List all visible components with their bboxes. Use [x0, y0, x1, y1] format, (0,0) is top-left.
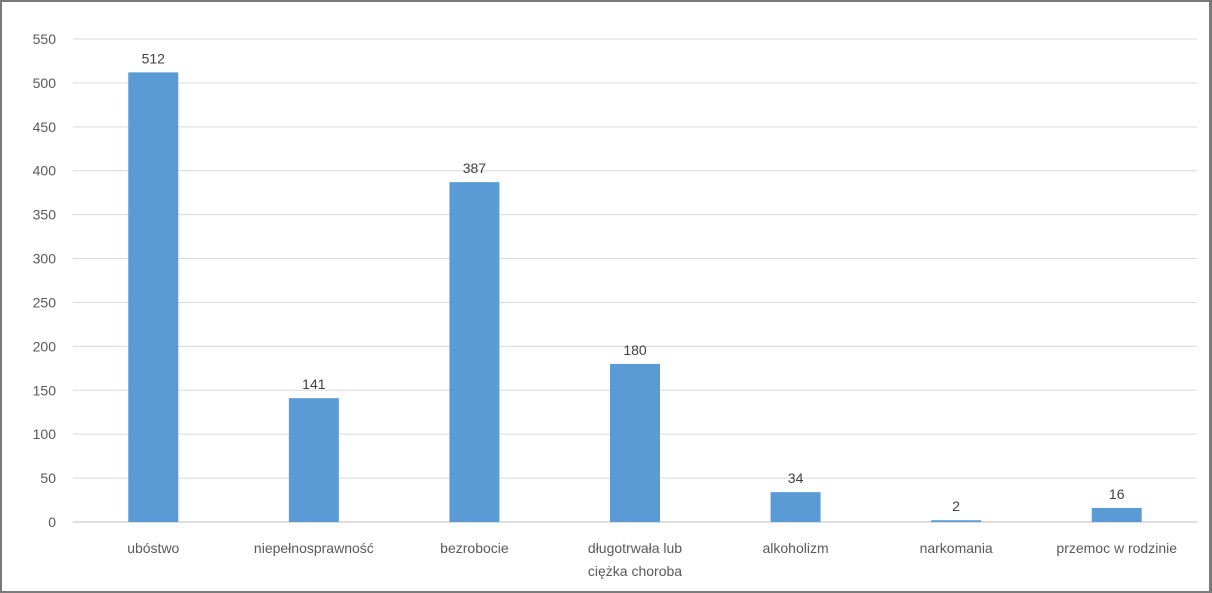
x-axis-labels: ubóstwo niepełnosprawność bezrobocie długot…	[127, 540, 1177, 579]
x-tick-label: ubóstwo	[127, 540, 179, 556]
y-tick-label: 150	[33, 382, 57, 398]
bar	[1091, 507, 1142, 522]
y-tick-label: 500	[33, 75, 57, 91]
data-label: 34	[788, 470, 804, 486]
x-tick-label: narkomania	[920, 540, 993, 556]
bar	[610, 363, 660, 522]
bars	[128, 72, 1142, 523]
y-tick-label: 350	[33, 207, 57, 223]
data-label: 387	[463, 160, 487, 176]
x-tick-label: długotrwała lub	[588, 540, 682, 556]
bar	[449, 182, 500, 523]
y-tick-label: 50	[40, 470, 56, 486]
y-tick-label: 450	[33, 119, 57, 135]
x-tick-label: ciężka choroba	[588, 563, 682, 579]
y-tick-label: 100	[33, 426, 57, 442]
x-tick-label: niepełnosprawność	[254, 540, 374, 556]
bar	[128, 72, 179, 522]
y-tick-label: 0	[48, 514, 56, 530]
y-tick-label: 400	[33, 163, 57, 179]
x-tick-label: przemoc w rodzinie	[1056, 540, 1177, 556]
y-tick-label: 300	[33, 251, 57, 267]
y-tick-label: 250	[33, 294, 57, 310]
data-label: 141	[302, 376, 326, 392]
y-axis-ticks: 0 50 100 150 200 250 300 350 400 450 500 550	[33, 31, 57, 530]
bar	[770, 492, 821, 522]
data-label: 16	[1109, 486, 1125, 502]
y-tick-label: 200	[33, 338, 57, 354]
x-tick-label: bezrobocie	[440, 540, 509, 556]
bar	[288, 398, 339, 522]
gridlines	[73, 38, 1197, 523]
data-label: 180	[623, 342, 647, 358]
y-tick-label: 550	[33, 31, 57, 47]
data-label: 2	[952, 498, 960, 514]
x-tick-label: alkoholizm	[763, 540, 829, 556]
data-labels: 512 141 387 180 34 2 16	[142, 50, 1125, 514]
data-label: 512	[142, 50, 166, 66]
bar	[931, 520, 982, 522]
